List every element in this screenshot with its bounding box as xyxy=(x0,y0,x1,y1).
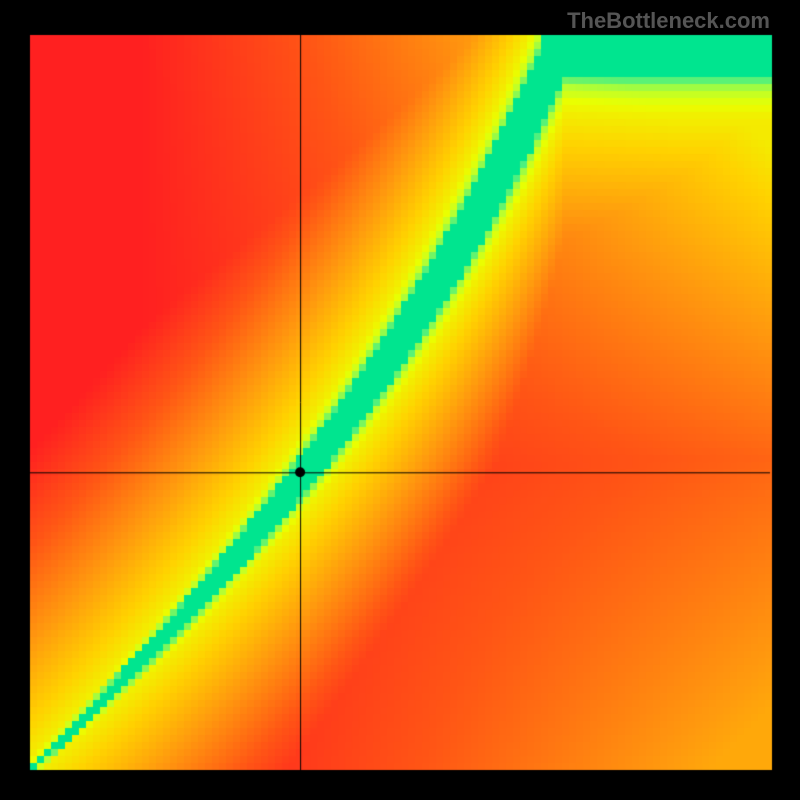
bottleneck-heatmap xyxy=(0,0,800,800)
watermark-text: TheBottleneck.com xyxy=(567,8,770,34)
chart-container: TheBottleneck.com xyxy=(0,0,800,800)
